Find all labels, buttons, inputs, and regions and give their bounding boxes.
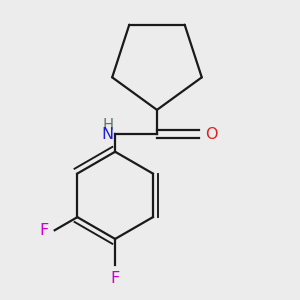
Text: F: F [110, 271, 120, 286]
Text: H: H [102, 118, 113, 133]
Text: N: N [101, 127, 113, 142]
Text: F: F [40, 223, 49, 238]
Text: O: O [205, 127, 218, 142]
